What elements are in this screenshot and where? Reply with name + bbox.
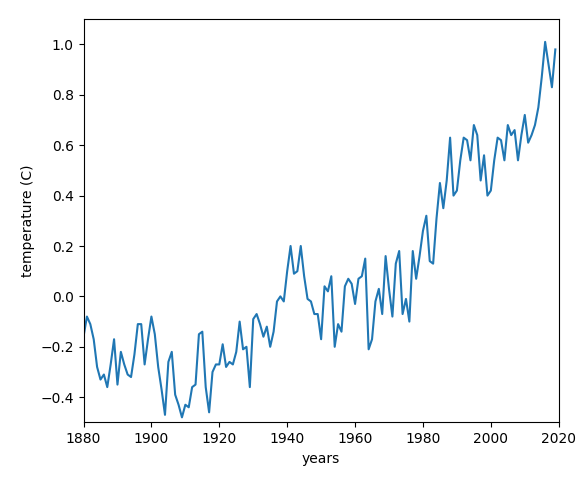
Y-axis label: temperature (C): temperature (C): [21, 165, 35, 277]
X-axis label: years: years: [302, 452, 340, 466]
